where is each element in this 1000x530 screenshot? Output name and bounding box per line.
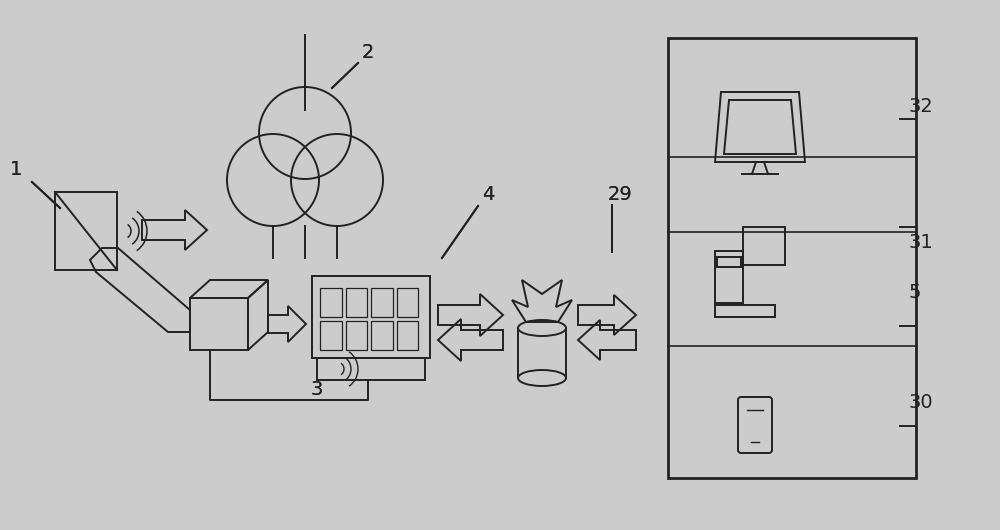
Text: 32: 32 <box>908 97 933 116</box>
Text: 1: 1 <box>10 160 22 179</box>
Text: 29: 29 <box>608 185 633 204</box>
Text: 2: 2 <box>362 43 374 62</box>
Text: 31: 31 <box>908 233 933 252</box>
Text: 3: 3 <box>310 380 322 399</box>
Text: 3: 3 <box>310 380 322 399</box>
Text: 4: 4 <box>482 185 494 204</box>
Text: 30: 30 <box>908 393 933 412</box>
Text: 5: 5 <box>908 283 920 302</box>
Text: 29: 29 <box>608 185 633 204</box>
Text: 2: 2 <box>362 43 374 62</box>
Text: 1: 1 <box>10 160 22 179</box>
Text: 4: 4 <box>482 185 494 204</box>
